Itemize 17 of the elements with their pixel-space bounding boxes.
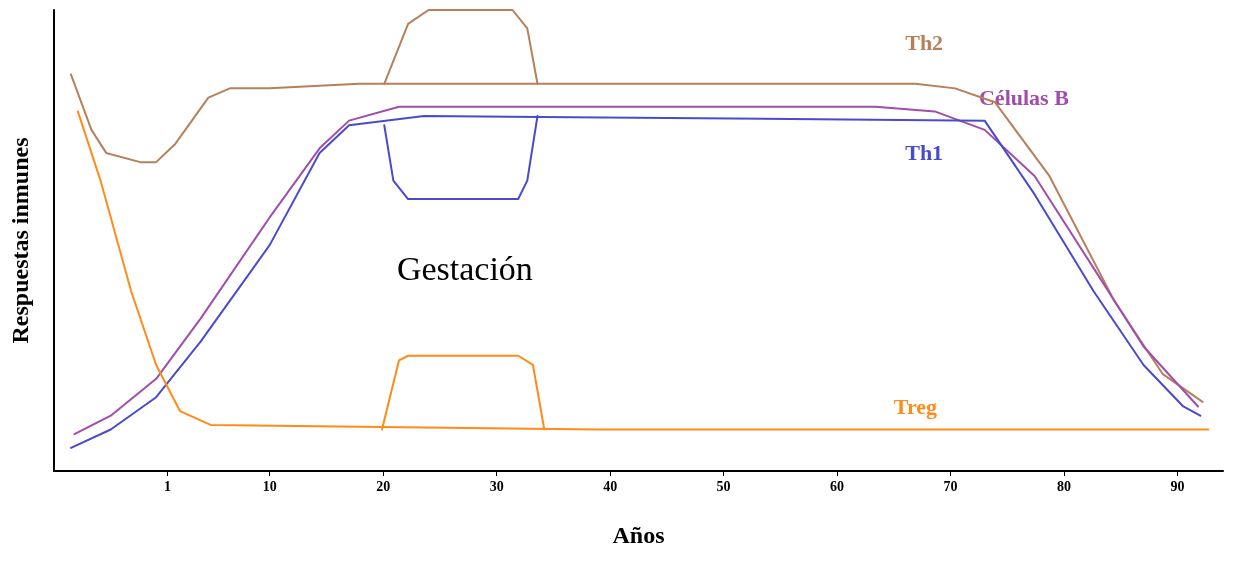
annotation: Gestación — [396, 249, 533, 287]
series-label: Células B — [978, 85, 1070, 111]
x-tick-label: 60 — [830, 478, 845, 494]
x-axis-title: Años — [612, 522, 665, 548]
x-tick-label: 20 — [376, 478, 391, 494]
x-tick-label: 40 — [603, 478, 618, 494]
x-tick-label: 1 — [164, 478, 171, 494]
x-tick-label: 30 — [489, 478, 504, 494]
series-label: Treg — [893, 393, 938, 419]
series-label: Th2 — [905, 29, 944, 55]
x-tick-label: 70 — [943, 478, 958, 494]
series-label: Th1 — [905, 140, 944, 166]
y-axis-title: Respuestas inmunes — [7, 137, 33, 344]
x-tick-label: 90 — [1170, 478, 1185, 494]
x-tick-label: 50 — [716, 478, 731, 494]
x-tick-label: 80 — [1057, 478, 1072, 494]
x-tick-label: 10 — [262, 478, 277, 494]
